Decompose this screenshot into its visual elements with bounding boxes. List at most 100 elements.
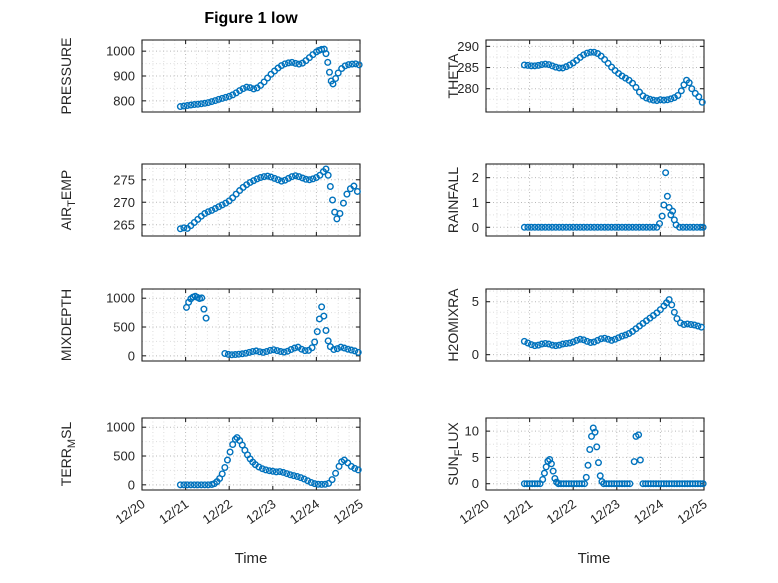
data-point-marker xyxy=(573,223,581,231)
data-point-marker xyxy=(566,339,574,347)
data-point-marker xyxy=(601,55,609,63)
data-point-marker xyxy=(295,60,303,68)
data-point-marker xyxy=(581,480,589,488)
axes-box-terr-msl xyxy=(141,417,361,491)
data-point-marker xyxy=(586,446,594,454)
data-point-marker xyxy=(527,223,535,231)
data-point-marker xyxy=(677,87,685,95)
data-point-marker xyxy=(520,337,528,345)
data-point-marker xyxy=(318,45,326,53)
data-points-sun-flux xyxy=(520,424,707,488)
data-point-marker xyxy=(187,481,195,489)
xlabel-time-right: Time xyxy=(577,550,611,567)
data-point-marker xyxy=(548,341,556,349)
data-point-marker xyxy=(204,99,212,107)
data-point-marker xyxy=(699,480,707,488)
data-point-marker xyxy=(604,335,612,343)
data-point-marker xyxy=(332,74,340,82)
y-tick-label: 2 xyxy=(472,170,479,185)
data-point-marker xyxy=(309,175,317,183)
data-point-marker xyxy=(200,305,208,313)
data-point-marker xyxy=(576,335,584,343)
data-point-marker xyxy=(541,340,549,348)
data-point-marker xyxy=(231,435,239,443)
data-point-marker xyxy=(221,350,229,358)
data-point-marker xyxy=(291,59,299,67)
data-point-marker xyxy=(354,348,362,356)
data-point-marker xyxy=(293,472,301,480)
data-point-marker xyxy=(683,320,691,328)
data-point-marker xyxy=(604,59,612,67)
y-tick-label: 270 xyxy=(113,195,135,210)
data-point-marker xyxy=(545,340,553,348)
data-point-marker xyxy=(242,349,250,357)
x-tick-label: 12/24 xyxy=(631,496,666,527)
data-point-marker xyxy=(288,58,296,66)
data-points-rainfall xyxy=(520,169,707,231)
data-point-marker xyxy=(197,100,205,108)
data-point-marker xyxy=(204,208,212,216)
data-point-marker xyxy=(187,101,195,109)
data-point-marker xyxy=(324,58,332,66)
data-point-marker xyxy=(259,348,267,356)
data-point-marker xyxy=(325,68,333,76)
data-point-marker xyxy=(301,347,309,355)
ylabel-text: AIR xyxy=(58,206,74,231)
data-point-marker xyxy=(235,350,243,358)
y-tick-label: 0 xyxy=(472,220,479,235)
data-point-marker xyxy=(679,223,687,231)
data-point-marker xyxy=(524,61,532,69)
data-point-marker xyxy=(591,428,599,436)
data-point-marker xyxy=(587,223,595,231)
data-point-marker xyxy=(305,176,313,184)
data-points-air-temp xyxy=(176,165,361,233)
data-point-marker xyxy=(208,206,216,214)
data-point-marker xyxy=(280,348,288,356)
data-point-marker xyxy=(326,182,334,190)
data-point-marker xyxy=(257,81,265,89)
data-point-marker xyxy=(594,459,602,467)
data-point-marker xyxy=(223,456,231,464)
data-point-marker xyxy=(601,334,609,342)
data-point-marker xyxy=(569,223,577,231)
data-point-marker xyxy=(555,341,563,349)
data-point-marker xyxy=(601,223,609,231)
data-point-marker xyxy=(354,466,362,474)
data-point-marker xyxy=(673,315,681,323)
ylabel-air-temp: AIRTEMP xyxy=(56,130,78,270)
data-point-marker xyxy=(332,469,340,477)
axes-box-sun-flux xyxy=(485,417,705,491)
chart-h2omixra: 05 xyxy=(472,288,705,362)
data-point-marker xyxy=(222,93,230,101)
data-point-marker xyxy=(538,223,546,231)
data-point-marker xyxy=(267,173,275,181)
ylabel-sun-flux: SUNFLUX xyxy=(443,384,465,524)
axes-box-theta xyxy=(485,39,705,113)
data-point-marker xyxy=(262,466,270,474)
data-point-marker xyxy=(257,173,265,181)
axes-box-air-temp xyxy=(141,163,361,237)
ylabel-subscript: M xyxy=(65,438,78,449)
ylabel-theta: THETA xyxy=(443,6,463,146)
data-point-marker xyxy=(318,480,326,488)
x-tick-label: 12/23 xyxy=(243,496,278,527)
data-point-marker xyxy=(202,314,210,322)
data-point-marker xyxy=(604,223,612,231)
data-point-marker xyxy=(534,223,542,231)
data-point-marker xyxy=(576,223,584,231)
data-point-marker xyxy=(608,336,616,344)
data-point-marker xyxy=(245,348,253,356)
y-tick-label: 0 xyxy=(472,347,479,362)
data-point-marker xyxy=(699,223,707,231)
data-point-marker xyxy=(270,346,278,354)
data-point-marker xyxy=(646,95,654,103)
data-point-marker xyxy=(352,60,360,68)
data-point-marker xyxy=(552,63,560,71)
data-point-marker xyxy=(656,220,664,228)
data-point-marker xyxy=(549,467,557,475)
data-point-marker xyxy=(322,326,330,334)
ylabel-terr-msl: TERRMSL xyxy=(56,384,78,524)
x-tick-label: 12/25 xyxy=(330,496,365,527)
data-point-marker xyxy=(587,338,595,346)
data-point-marker xyxy=(313,328,321,336)
